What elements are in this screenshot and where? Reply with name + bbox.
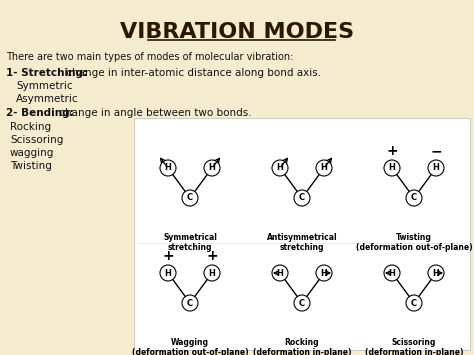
Circle shape bbox=[182, 190, 198, 206]
Text: H: H bbox=[389, 268, 395, 278]
Circle shape bbox=[204, 265, 220, 281]
Circle shape bbox=[316, 160, 332, 176]
Text: C: C bbox=[299, 299, 305, 307]
Circle shape bbox=[272, 265, 288, 281]
Circle shape bbox=[428, 160, 444, 176]
Text: Symmetric: Symmetric bbox=[16, 81, 73, 91]
Text: H: H bbox=[276, 268, 283, 278]
Text: C: C bbox=[411, 193, 417, 202]
Text: VIBRATION MODES: VIBRATION MODES bbox=[120, 22, 354, 42]
Text: Symmetrical
stretching: Symmetrical stretching bbox=[163, 233, 217, 252]
Text: Wagging
(deformation out-of-plane): Wagging (deformation out-of-plane) bbox=[132, 338, 248, 355]
Text: Twisting: Twisting bbox=[10, 161, 52, 171]
Text: H: H bbox=[320, 268, 328, 278]
Text: change in angle between two bonds.: change in angle between two bonds. bbox=[56, 108, 252, 118]
Text: C: C bbox=[411, 299, 417, 307]
Text: Scissoring: Scissoring bbox=[10, 135, 64, 145]
Text: +: + bbox=[206, 249, 218, 263]
Text: H: H bbox=[320, 164, 328, 173]
Circle shape bbox=[428, 265, 444, 281]
Text: C: C bbox=[187, 193, 193, 202]
Circle shape bbox=[406, 295, 422, 311]
Circle shape bbox=[182, 295, 198, 311]
Text: wagging: wagging bbox=[10, 148, 55, 158]
Text: H: H bbox=[164, 164, 172, 173]
Text: −: − bbox=[430, 144, 442, 158]
Text: change in inter-atomic distance along bond axis.: change in inter-atomic distance along bo… bbox=[63, 68, 321, 78]
Circle shape bbox=[406, 190, 422, 206]
Circle shape bbox=[160, 160, 176, 176]
Text: H: H bbox=[433, 268, 439, 278]
Text: Twisting
(deformation out-of-plane): Twisting (deformation out-of-plane) bbox=[356, 233, 472, 252]
Text: +: + bbox=[386, 144, 398, 158]
Circle shape bbox=[294, 190, 310, 206]
Text: H: H bbox=[389, 164, 395, 173]
Circle shape bbox=[204, 160, 220, 176]
Text: H: H bbox=[276, 164, 283, 173]
Text: H: H bbox=[433, 164, 439, 173]
Circle shape bbox=[316, 265, 332, 281]
Text: C: C bbox=[187, 299, 193, 307]
Circle shape bbox=[384, 160, 400, 176]
Text: 2- Bending:: 2- Bending: bbox=[6, 108, 74, 118]
Text: H: H bbox=[164, 268, 172, 278]
Text: There are two main types of modes of molecular vibration:: There are two main types of modes of mol… bbox=[6, 52, 293, 62]
Text: +: + bbox=[162, 249, 174, 263]
Text: Asymmetric: Asymmetric bbox=[16, 94, 79, 104]
Text: C: C bbox=[299, 193, 305, 202]
Text: Rocking: Rocking bbox=[10, 122, 51, 132]
Circle shape bbox=[294, 295, 310, 311]
FancyBboxPatch shape bbox=[134, 118, 470, 350]
Text: Rocking
(deformation in-plane): Rocking (deformation in-plane) bbox=[253, 338, 351, 355]
Text: Antisymmetrical
stretching: Antisymmetrical stretching bbox=[267, 233, 337, 252]
Circle shape bbox=[272, 160, 288, 176]
Text: H: H bbox=[209, 164, 216, 173]
Circle shape bbox=[160, 265, 176, 281]
Text: 1- Stretching:: 1- Stretching: bbox=[6, 68, 87, 78]
Text: Scissoring
(deformation in-plane): Scissoring (deformation in-plane) bbox=[365, 338, 463, 355]
Text: H: H bbox=[209, 268, 216, 278]
Circle shape bbox=[384, 265, 400, 281]
